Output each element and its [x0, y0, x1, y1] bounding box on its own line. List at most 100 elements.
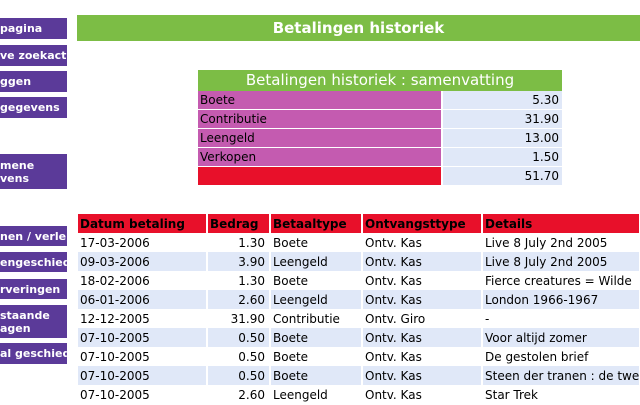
nav-item-label: vens [0, 171, 30, 185]
cell-date: 09-03-2006 [78, 252, 208, 271]
cell-details: Live 8 July 2nd 2005 [482, 233, 640, 252]
cell-receipt-type: Ontv. Kas [362, 290, 483, 309]
cell-amount: 3.90 [207, 252, 271, 271]
column-header-receipt-type: Ontvangsttype [362, 214, 483, 233]
cell-receipt-type: Ontv. Kas [362, 328, 483, 347]
cell-date: 06-01-2006 [78, 290, 208, 309]
cell-receipt-type: Ontv. Giro [362, 309, 483, 328]
table-row: 09-03-2006 3.90 Leengeld Ontv. Kas Live … [78, 252, 640, 271]
nav-item-label: rveringen [0, 282, 61, 296]
nav-item-general-data[interactable]: mene vens [0, 154, 67, 189]
summary-total-value: 51.70 [443, 167, 562, 186]
cell-payment-type: Boete [270, 271, 363, 290]
cell-date: 17-03-2006 [78, 233, 208, 252]
cell-amount: 0.50 [207, 347, 271, 366]
summary-row: Boete 5.30 [198, 91, 562, 110]
cell-amount: 1.30 [207, 233, 271, 252]
summary-row: Verkopen 1.50 [198, 148, 562, 167]
table-row: 17-03-2006 1.30 Boete Ontv. Kas Live 8 J… [78, 233, 640, 252]
summary-label: Verkopen [198, 148, 441, 167]
cell-details: Live 8 July 2nd 2005 [482, 252, 640, 271]
nav-item-loan-history[interactable]: engeschiede [0, 252, 67, 272]
cell-amount: 31.90 [207, 309, 271, 328]
table-row: 07-10-2005 2.60 Leengeld Ontv. Kas Star … [78, 385, 640, 404]
nav-item-label: staande [0, 308, 50, 322]
cell-date: 07-10-2005 [78, 347, 208, 366]
cell-amount: 0.50 [207, 328, 271, 347]
cell-payment-type: Boete [270, 328, 363, 347]
cell-date: 18-02-2006 [78, 271, 208, 290]
nav-item-label: ggen [0, 75, 32, 88]
summary-row: Leengeld 13.00 [198, 129, 562, 148]
nav-item-login[interactable]: ggen [0, 71, 67, 92]
cell-payment-type: Leengeld [270, 290, 363, 309]
summary-value: 5.30 [443, 91, 562, 110]
column-header-payment-type: Betaaltype [270, 214, 363, 233]
nav-item-search[interactable]: ve zoekacties [0, 45, 67, 66]
table-row: 07-10-2005 0.50 Boete Ontv. Kas Voor alt… [78, 328, 640, 347]
summary-title: Betalingen historiek : samenvatting [198, 70, 562, 91]
cell-details: De gestolen brief [482, 347, 640, 366]
summary-total-label [198, 167, 441, 186]
summary-table: Betalingen historiek : samenvatting Boet… [198, 70, 562, 186]
payment-history-table: Datum betaling Bedrag Betaaltype Ontvang… [78, 214, 640, 404]
cell-date: 07-10-2005 [78, 328, 208, 347]
nav-item-label: engeschiede [0, 255, 67, 269]
nav-item-payment-history[interactable]: al geschiede [0, 343, 67, 364]
table-row: 07-10-2005 0.50 Boete Ontv. Kas De gesto… [78, 347, 640, 366]
nav-item-label: gegevens [0, 101, 60, 114]
nav-item-label: al geschiede [0, 347, 67, 360]
cell-details: - [482, 309, 640, 328]
nav-item-label: mene [0, 158, 35, 172]
nav-item-label: ve zoekacties [0, 49, 67, 62]
column-header-amount: Bedrag [207, 214, 271, 233]
nav-item-home[interactable]: pagina [0, 18, 67, 39]
cell-details: Star Trek [482, 385, 640, 404]
cell-details: Steen der tranen : de twe [482, 366, 640, 385]
cell-payment-type: Boete [270, 233, 363, 252]
cell-receipt-type: Ontv. Kas [362, 347, 483, 366]
cell-payment-type: Leengeld [270, 252, 363, 271]
cell-date: 07-10-2005 [78, 366, 208, 385]
summary-value: 1.50 [443, 148, 562, 167]
nav-item-outstanding[interactable]: staande agen [0, 305, 67, 338]
nav-item-reservations[interactable]: rveringen [0, 279, 67, 299]
cell-payment-type: Boete [270, 366, 363, 385]
column-header-date: Datum betaling [78, 214, 208, 233]
cell-amount: 2.60 [207, 385, 271, 404]
cell-payment-type: Contributie [270, 309, 363, 328]
cell-receipt-type: Ontv. Kas [362, 271, 483, 290]
cell-details: Fierce creatures = Wilde [482, 271, 640, 290]
cell-amount: 2.60 [207, 290, 271, 309]
column-header-details: Details [482, 214, 640, 233]
nav-item-label: nen / verleng [0, 229, 67, 243]
table-row: 18-02-2006 1.30 Boete Ontv. Kas Fierce c… [78, 271, 640, 290]
cell-amount: 1.30 [207, 271, 271, 290]
summary-label: Leengeld [198, 129, 441, 148]
cell-payment-type: Boete [270, 347, 363, 366]
table-row: 12-12-2005 31.90 Contributie Ontv. Giro … [78, 309, 640, 328]
page-title: Betalingen historiek [77, 15, 640, 41]
cell-details: London 1966-1967 [482, 290, 640, 309]
cell-details: Voor altijd zomer [482, 328, 640, 347]
summary-row: Contributie 31.90 [198, 110, 562, 129]
nav-item-label: agen [0, 321, 31, 335]
nav-item-label: pagina [0, 22, 43, 35]
summary-value: 31.90 [443, 110, 562, 129]
cell-receipt-type: Ontv. Kas [362, 252, 483, 271]
cell-date: 12-12-2005 [78, 309, 208, 328]
summary-value: 13.00 [443, 129, 562, 148]
table-row: 06-01-2006 2.60 Leengeld Ontv. Kas Londo… [78, 290, 640, 309]
table-row: 07-10-2005 0.50 Boete Ontv. Kas Steen de… [78, 366, 640, 385]
summary-label: Boete [198, 91, 441, 110]
nav-item-renew[interactable]: nen / verleng [0, 226, 67, 246]
cell-payment-type: Leengeld [270, 385, 363, 404]
cell-receipt-type: Ontv. Kas [362, 233, 483, 252]
summary-total-row: 51.70 [198, 167, 562, 186]
nav-item-data[interactable]: gegevens [0, 97, 67, 118]
cell-date: 07-10-2005 [78, 385, 208, 404]
table-header-row: Datum betaling Bedrag Betaaltype Ontvang… [78, 214, 640, 233]
cell-receipt-type: Ontv. Kas [362, 385, 483, 404]
summary-label: Contributie [198, 110, 441, 129]
cell-amount: 0.50 [207, 366, 271, 385]
